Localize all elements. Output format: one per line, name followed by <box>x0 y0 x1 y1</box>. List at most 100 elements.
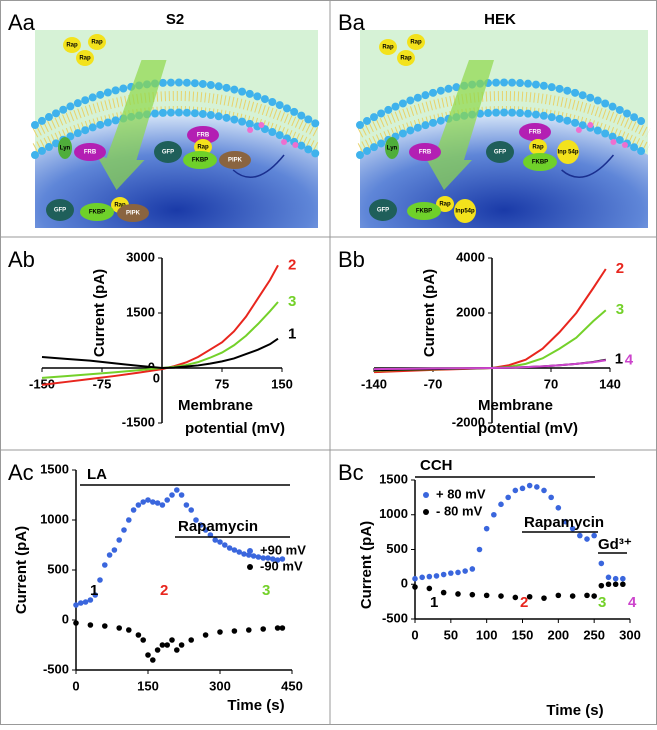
x-tick-label: 300 <box>209 678 231 693</box>
y-tick-label: 1000 <box>40 511 69 526</box>
legend-marker <box>247 564 253 570</box>
annotation: 2 <box>160 582 168 599</box>
data-point <box>231 547 238 553</box>
data-point <box>260 555 267 561</box>
x-tick-label: 250 <box>583 627 605 642</box>
data-point <box>217 539 223 545</box>
data-point <box>255 554 262 560</box>
data-point <box>145 652 151 658</box>
x-tick-label: -70 <box>424 376 443 391</box>
series-label: 3 <box>616 301 624 318</box>
y-tick-label: 0 <box>401 576 408 591</box>
panel-label: Bb <box>338 247 365 272</box>
protein-label: FRB <box>419 150 432 156</box>
data-point <box>116 537 122 543</box>
entry-arrow <box>424 60 494 190</box>
data-point <box>92 592 98 598</box>
data-point <box>541 487 547 494</box>
y-tick-label: 3000 <box>126 249 155 264</box>
annotation: Gd³⁺ <box>598 536 632 553</box>
protein-label: GFP <box>377 208 389 214</box>
data-point <box>498 501 504 508</box>
data-point <box>612 575 619 582</box>
series-label: 2 <box>288 256 296 273</box>
y-tick-label: 2000 <box>456 304 485 319</box>
data-point <box>102 623 108 629</box>
protein-label: FKBP <box>532 160 548 166</box>
x-axis-title: Membrane <box>178 397 253 414</box>
y-axis-title: Current (pA) <box>421 269 438 357</box>
data-point <box>526 593 533 600</box>
cytoplasm <box>360 110 648 228</box>
data-point <box>193 517 199 523</box>
data-point <box>78 600 84 606</box>
entry-arrow <box>96 60 167 190</box>
data-point <box>145 497 151 503</box>
data-point <box>620 581 626 588</box>
x-axis-title: Time (s) <box>227 697 284 714</box>
lipid-tails <box>32 106 321 153</box>
protein <box>397 50 415 66</box>
data-point <box>562 518 569 525</box>
panel-label: Ab <box>8 247 35 272</box>
protein-label: Rap <box>532 145 544 151</box>
protein-label: PIPK <box>126 211 141 217</box>
protein-label: Rap <box>79 56 91 62</box>
data-point <box>270 556 276 562</box>
protein <box>385 137 399 159</box>
protein-label: Rap <box>66 43 78 49</box>
data-point <box>541 595 547 601</box>
data-point <box>198 522 204 528</box>
y-tick-label: 1500 <box>379 471 408 486</box>
data-point <box>448 570 454 576</box>
x-tick-label: 150 <box>512 627 534 642</box>
protein-label: Inp 54p <box>557 150 578 156</box>
annotation: 4 <box>628 594 637 611</box>
annotation: Rapamycin <box>524 514 604 531</box>
data-point <box>555 592 562 599</box>
data-point <box>169 637 175 643</box>
data-point <box>440 589 447 596</box>
data-point <box>569 525 576 532</box>
data-point <box>222 542 228 548</box>
data-point <box>178 642 185 648</box>
series-label: 3 <box>288 293 296 310</box>
y-tick-label: 500 <box>386 541 408 556</box>
data-point <box>426 573 433 580</box>
data-point <box>159 642 166 648</box>
legend-label: - 80 mV <box>436 503 483 518</box>
data-point <box>598 560 605 567</box>
x-tick-label: 140 <box>599 376 621 391</box>
protein-label: PIPK <box>228 158 243 164</box>
data-point <box>505 494 511 501</box>
phosphate <box>247 127 254 133</box>
protein <box>454 199 476 223</box>
data-point <box>140 499 146 505</box>
data-point <box>97 577 103 583</box>
data-point <box>164 642 170 648</box>
data-point <box>73 620 79 626</box>
data-point <box>577 532 583 539</box>
protein-label: FRB <box>197 133 210 139</box>
data-point <box>231 628 238 634</box>
data-point <box>612 581 619 588</box>
data-point <box>183 502 190 508</box>
iv-trace <box>373 268 607 374</box>
protein-label: FKBP <box>89 210 105 216</box>
diagram-title: S2 <box>166 11 184 28</box>
data-point <box>126 517 132 523</box>
data-point <box>106 552 113 558</box>
protein <box>154 141 182 163</box>
y-axis-title: Current (pA) <box>13 526 30 614</box>
legend-label: -90 mV <box>260 558 303 573</box>
protein-label: FRB <box>84 150 97 156</box>
data-point <box>265 555 271 561</box>
data-point <box>279 556 286 562</box>
protein <box>88 34 106 50</box>
protein <box>486 141 514 163</box>
data-point <box>498 593 504 599</box>
panel-label: Aa <box>8 10 36 35</box>
cytoplasm <box>35 110 318 228</box>
data-point <box>169 492 175 498</box>
